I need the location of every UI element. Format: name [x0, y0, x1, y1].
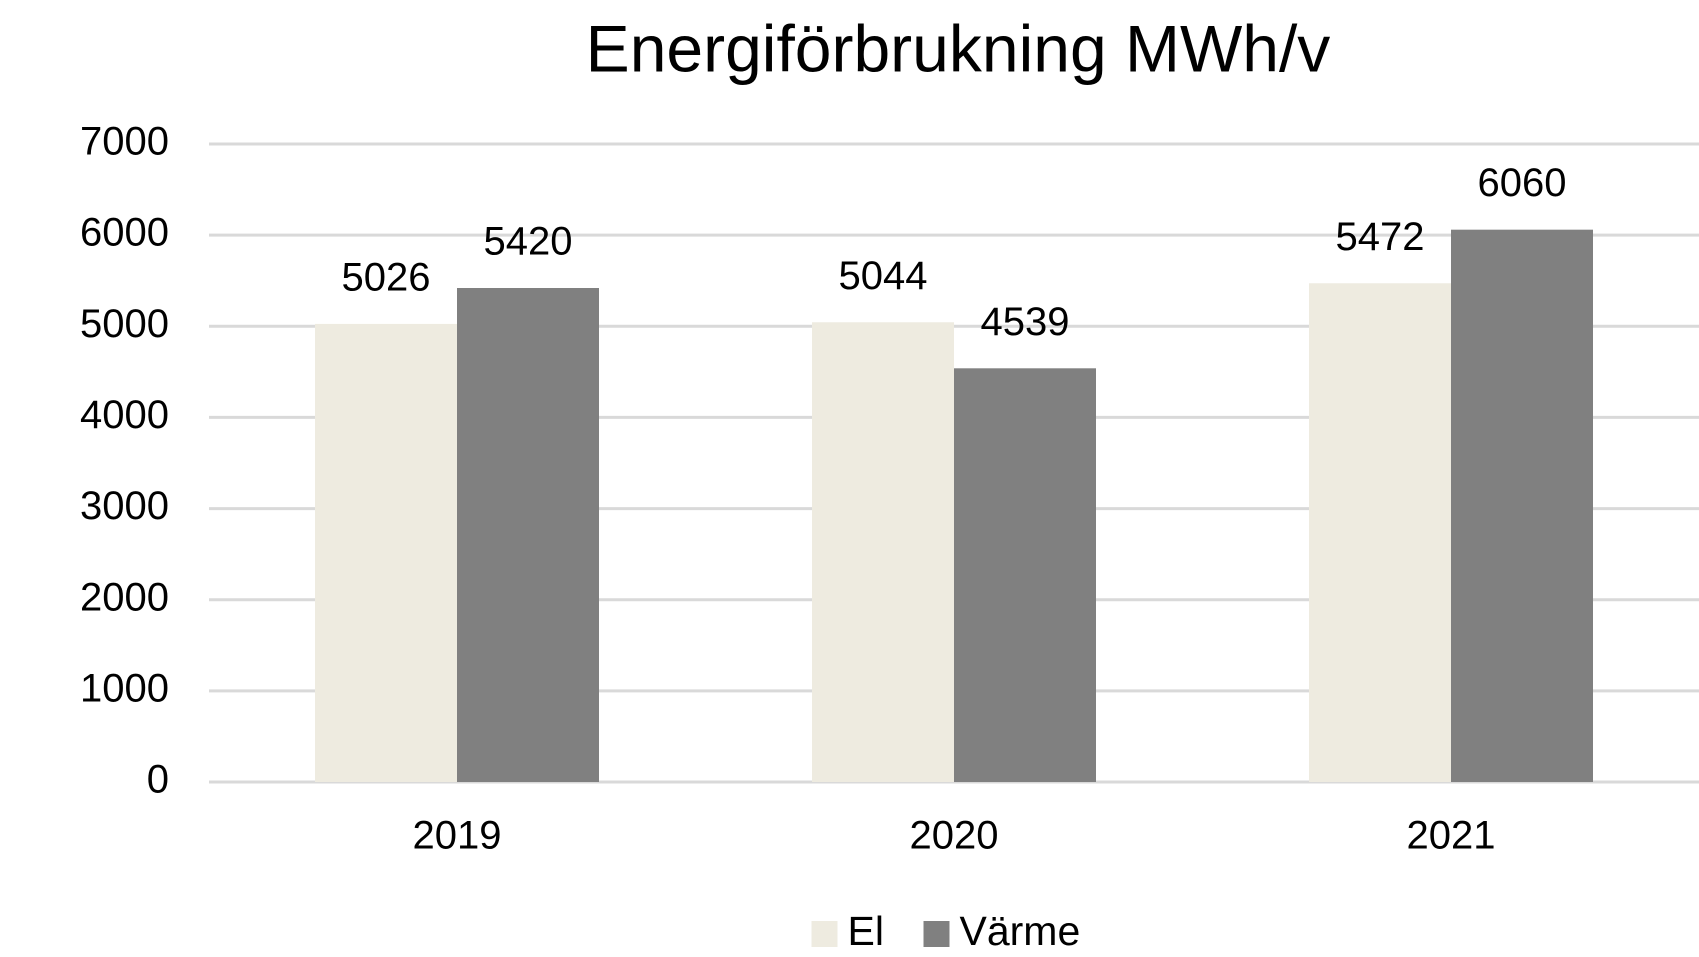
- legend-swatch: [811, 921, 838, 947]
- y-tick-label: 2000: [80, 575, 169, 619]
- data-label: 4539: [981, 300, 1070, 344]
- data-label: 5420: [484, 220, 573, 264]
- y-tick-label: 5000: [80, 302, 169, 346]
- bar: [315, 323, 457, 782]
- y-tick-label: 3000: [80, 484, 169, 528]
- bar: [457, 288, 599, 782]
- y-tick-label: 6000: [80, 211, 169, 255]
- legend-label: El: [848, 908, 884, 954]
- data-label: 5044: [839, 254, 928, 298]
- y-tick-label: 7000: [80, 120, 169, 164]
- data-label: 6060: [1478, 161, 1567, 205]
- chart-title: Energiförbrukning MWh/v: [586, 11, 1331, 85]
- y-tick-label: 1000: [80, 666, 169, 710]
- data-label: 5026: [342, 255, 431, 299]
- bar: [812, 322, 954, 782]
- legend-label: Värme: [960, 908, 1081, 954]
- x-tick-label: 2020: [910, 814, 999, 858]
- y-tick-label: 0: [147, 758, 169, 802]
- legend-swatch: [923, 921, 950, 947]
- x-tick-label: 2019: [413, 814, 502, 858]
- x-tick-label: 2021: [1407, 814, 1496, 858]
- y-tick-label: 4000: [80, 393, 169, 437]
- bar: [954, 368, 1096, 782]
- data-label: 5472: [1336, 215, 1425, 259]
- bar: [1451, 229, 1593, 782]
- bar: [1309, 283, 1451, 782]
